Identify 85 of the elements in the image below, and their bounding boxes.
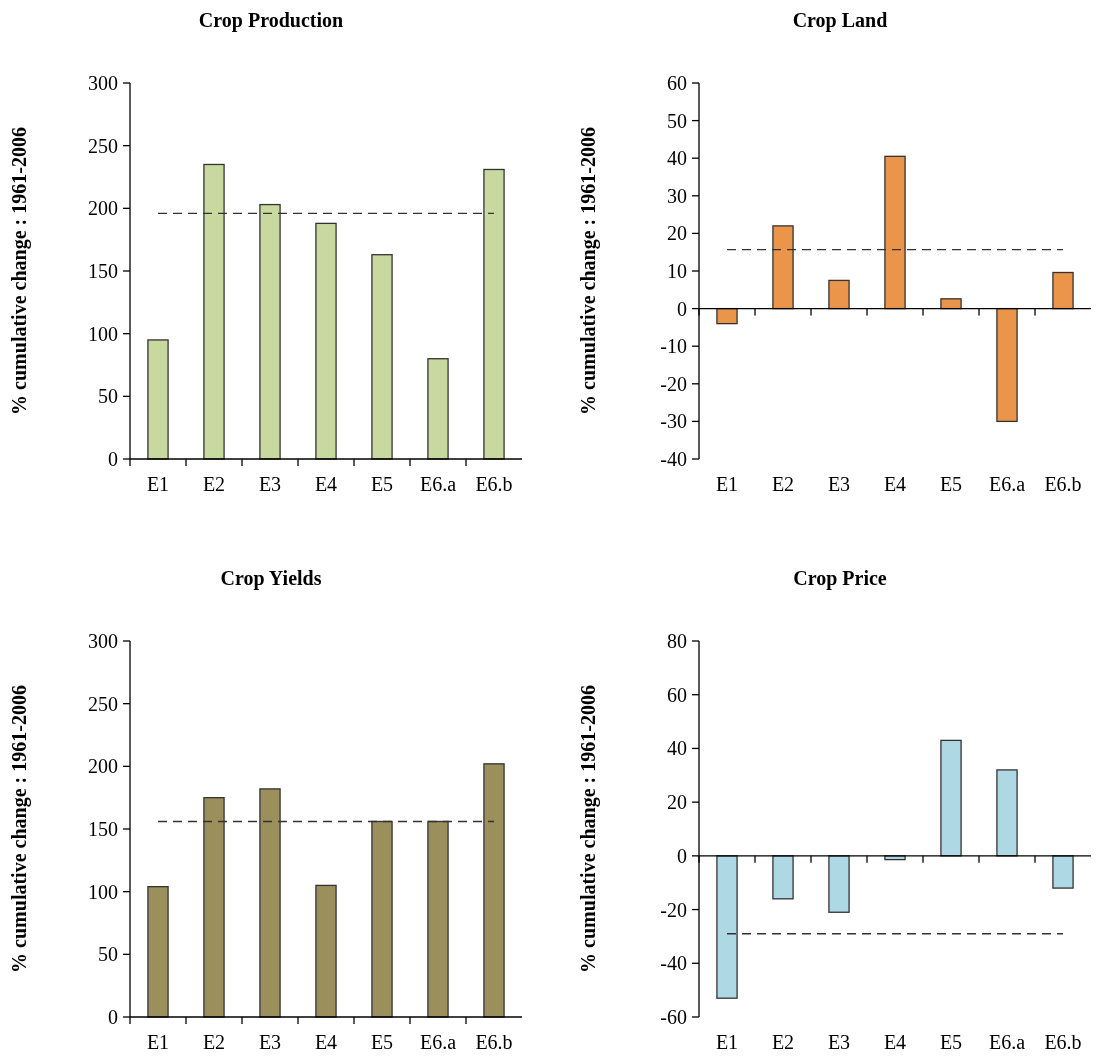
x-tick-label: E2 (202, 473, 226, 495)
y-tick-label: -10 (660, 335, 687, 358)
y-tick-label: 200 (88, 755, 118, 778)
y-tick-label: 250 (88, 692, 118, 715)
x-tick-label: E6.b (475, 1031, 513, 1053)
x-tick-label: E3 (827, 1031, 851, 1053)
x-tick-label: E6.a (419, 1031, 457, 1053)
y-tick-label: 200 (88, 197, 118, 220)
x-tick-label: E6.b (1044, 1031, 1082, 1053)
x-tick-label: E1 (715, 473, 739, 495)
x-tick-label: E6.a (419, 473, 457, 495)
bar (996, 307, 1018, 423)
x-tick-label: E5 (939, 1031, 963, 1053)
x-tick-label: E3 (258, 473, 282, 495)
y-tick-label: 250 (88, 134, 118, 157)
y-tick-label: 20 (667, 791, 687, 814)
chart-title: Crop Yields (220, 567, 322, 590)
y-tick-label: 50 (667, 109, 687, 132)
bar (716, 307, 738, 325)
x-tick-label: E1 (715, 1031, 739, 1053)
chart-title: Crop Price (793, 567, 887, 590)
y-tick-label: 60 (667, 683, 687, 706)
y-tick-label: -20 (660, 372, 687, 395)
x-tick-label: E4 (883, 473, 907, 495)
x-tick-label: E4 (314, 473, 338, 495)
y-tick-label: 0 (677, 297, 687, 320)
y-tick-label: 80 (667, 630, 687, 652)
x-tick-label: E2 (202, 1031, 226, 1053)
y-tick-label: 300 (88, 630, 118, 652)
x-tick-label: E5 (370, 473, 394, 495)
x-tick-label: E5 (370, 1031, 394, 1053)
bar (828, 855, 850, 913)
y-tick-label: 50 (98, 385, 118, 408)
bar (772, 855, 794, 900)
y-tick-label: 40 (667, 737, 687, 760)
y-tick-label: 50 (98, 943, 118, 966)
bar (315, 222, 337, 460)
y-tick-label: 150 (88, 260, 118, 282)
y-tick-label: 0 (677, 844, 687, 867)
y-tick-label: -30 (660, 410, 687, 433)
y-tick-label: 0 (108, 448, 118, 470)
x-tick-label: E6.b (475, 473, 513, 495)
y-tick-label: 0 (108, 1006, 118, 1028)
y-tick-label: -40 (660, 952, 687, 975)
x-tick-label: E1 (146, 473, 170, 495)
chart-title: Crop Production (198, 9, 344, 32)
y-tick-label: 100 (88, 880, 118, 903)
bar (371, 254, 393, 460)
y-tick-label: 60 (667, 72, 687, 94)
bar (147, 886, 169, 1018)
y-tick-label: -20 (660, 898, 687, 921)
y-tick-label: 150 (88, 818, 118, 840)
x-tick-label: E3 (258, 1031, 282, 1053)
bar (427, 358, 449, 460)
x-tick-label: E3 (827, 473, 851, 495)
bar (315, 884, 337, 1018)
x-tick-label: E6.a (988, 1031, 1026, 1053)
bar (1052, 271, 1074, 310)
y-axis-title: % cumulative change : 1961-2006 (577, 127, 600, 415)
y-tick-label: -60 (660, 1006, 687, 1028)
x-tick-label: E4 (883, 1031, 907, 1053)
y-axis-title: % cumulative change : 1961-2006 (577, 685, 600, 973)
y-axis-title: % cumulative change : 1961-2006 (8, 685, 31, 973)
x-tick-label: E4 (314, 1031, 338, 1053)
y-tick-label: 10 (667, 260, 687, 282)
y-tick-label: 40 (667, 147, 687, 170)
x-tick-label: E2 (771, 1031, 795, 1053)
y-tick-label: -40 (660, 448, 687, 470)
y-tick-label: 20 (667, 222, 687, 245)
bar (996, 769, 1018, 857)
bar (147, 339, 169, 460)
bar (1052, 855, 1074, 889)
y-tick-label: 300 (88, 72, 118, 94)
x-tick-label: E6.a (988, 473, 1026, 495)
x-tick-label: E2 (771, 473, 795, 495)
y-tick-label: 30 (667, 184, 687, 207)
bar (940, 739, 962, 857)
y-axis-title: % cumulative change : 1961-2006 (8, 127, 31, 415)
x-tick-label: E5 (939, 473, 963, 495)
y-tick-label: 100 (88, 322, 118, 345)
bar (940, 298, 962, 310)
bar (828, 279, 850, 310)
chart-title: Crop Land (792, 9, 888, 32)
x-tick-label: E1 (146, 1031, 170, 1053)
x-tick-label: E6.b (1044, 473, 1082, 495)
